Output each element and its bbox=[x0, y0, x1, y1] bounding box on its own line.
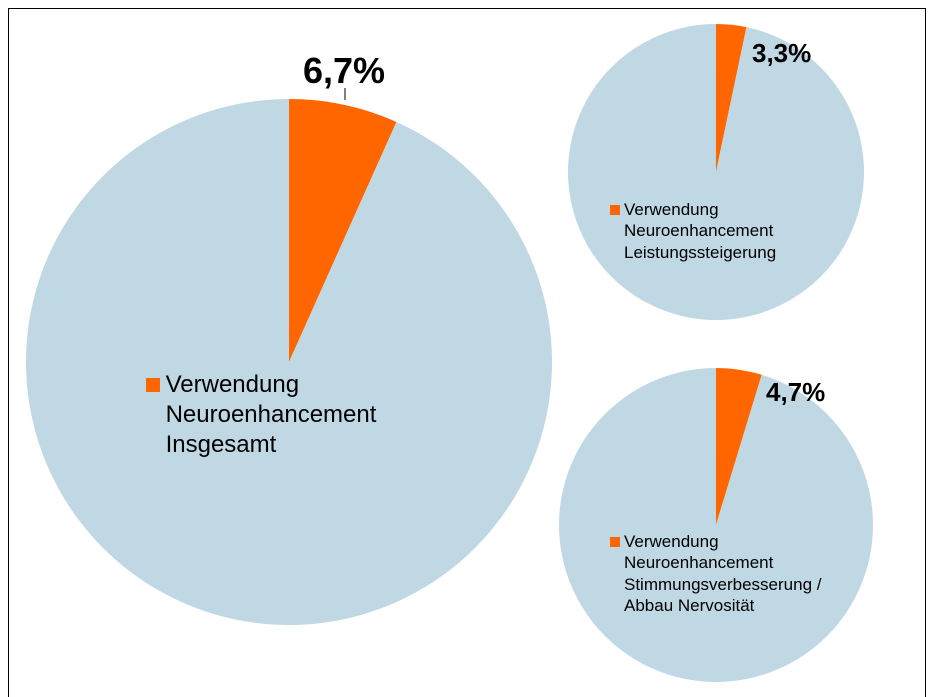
legend-item: Verwendung Neuroenhancement Leistungsste… bbox=[610, 199, 854, 263]
pie-slice bbox=[25, 99, 552, 625]
legend-swatch bbox=[146, 378, 160, 393]
legend-item: Verwendung Neuroenhancement Stimmungsver… bbox=[610, 531, 854, 616]
legend-item: Verwendung Neuroenhancement Insgesamt bbox=[146, 370, 436, 460]
legend-label: Verwendung Neuroenhancement Insgesamt bbox=[165, 371, 377, 458]
pie-slice bbox=[289, 99, 397, 362]
legend-swatch bbox=[610, 536, 620, 547]
value-label: 6,7% bbox=[303, 50, 386, 91]
pie-slice bbox=[559, 367, 873, 682]
pie-slice bbox=[716, 368, 762, 525]
legend-swatch bbox=[610, 204, 620, 215]
pie-slice bbox=[716, 24, 747, 172]
value-label: 3,3% bbox=[752, 38, 812, 68]
legend-label: Verwendung Neuroenhancement Leistungsste… bbox=[624, 200, 777, 262]
legend-label: Verwendung Neuroenhancement Stimmungsver… bbox=[624, 532, 822, 615]
frame bbox=[8, 8, 926, 697]
value-label: 4,7% bbox=[766, 377, 826, 407]
pie-slice bbox=[567, 24, 864, 320]
